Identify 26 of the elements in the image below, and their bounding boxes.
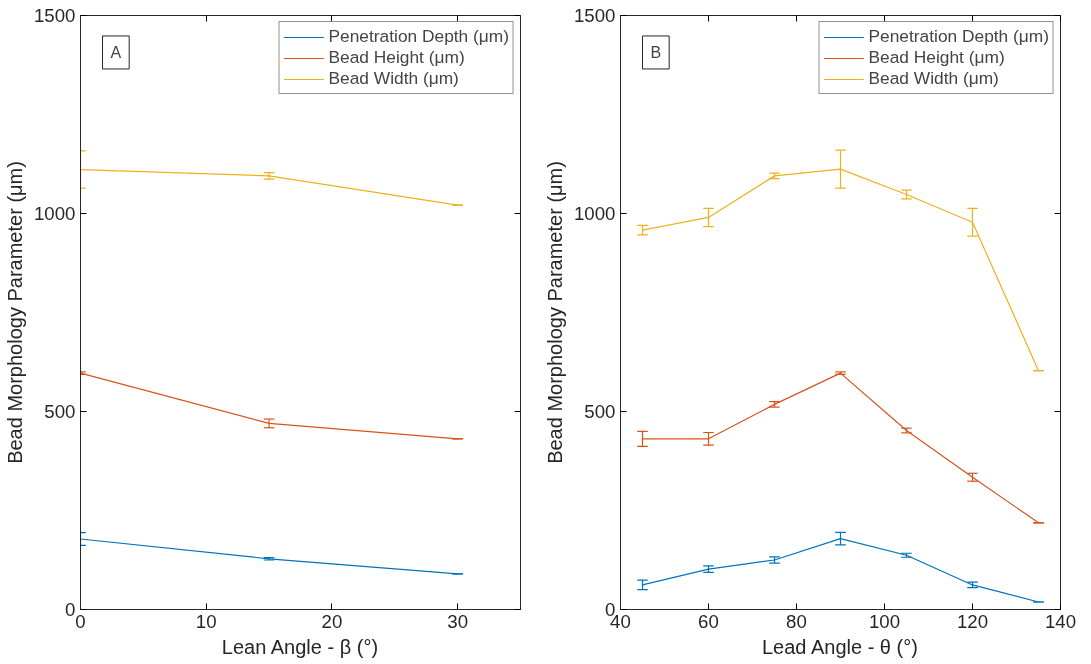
y-tick-label: 1500 (574, 5, 616, 26)
x-axis-title: Lean Angle - β (°) (221, 635, 379, 658)
annotation: B (650, 43, 662, 61)
y-tick-label: 1000 (574, 203, 616, 224)
x-axis-title: Lead Angle - θ (°) (762, 635, 918, 658)
legend-label: Penetration Depth (μm) (328, 26, 509, 47)
y-tick-label: 500 (44, 401, 76, 422)
x-tick-label: 140 (1044, 610, 1077, 632)
y-axis-title: Bead Morphology Parameter (μm) (544, 161, 566, 464)
legend-label: Bead Height (μm) (328, 47, 465, 68)
x-tick-label: 20 (321, 610, 343, 632)
x-tick-label: 10 (195, 610, 217, 632)
legend-label: Bead Width (μm) (328, 68, 459, 89)
legend-label: Bead Width (μm) (868, 68, 999, 89)
legend-label: Penetration Depth (μm) (868, 26, 1049, 47)
y-tick-label: 1500 (34, 5, 76, 26)
y-tick-label: 1000 (34, 203, 76, 224)
x-tick-label: 80 (786, 610, 807, 632)
y-tick-label: 500 (584, 401, 616, 422)
y-axis-title: Bead Morphology Parameter (μm) (4, 161, 26, 464)
legend-label: Bead Height (μm) (868, 47, 1005, 68)
x-tick-label: 30 (447, 610, 469, 632)
x-tick-label: 60 (698, 610, 719, 632)
x-tick-label: 100 (868, 610, 901, 632)
annotation: A (110, 43, 122, 61)
x-tick-label: 120 (956, 610, 989, 632)
